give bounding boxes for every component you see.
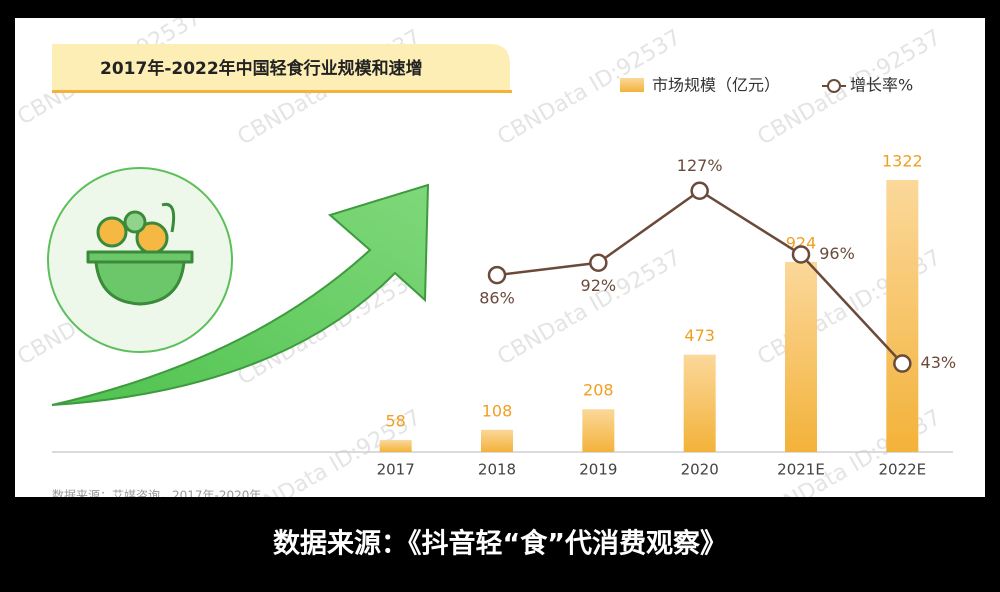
line-marker — [893, 354, 912, 373]
bar-value-label: 1322 — [882, 152, 923, 171]
line-value-label: 92% — [581, 276, 617, 295]
line-value-label: 127% — [677, 156, 723, 175]
bar — [481, 429, 513, 452]
x-tick-label: 2022E — [879, 461, 927, 479]
bar — [683, 354, 716, 452]
x-tick-label: 2017 — [377, 461, 415, 479]
legend-label: 增长率% — [850, 76, 913, 95]
line-marker — [791, 245, 811, 264]
bar-value-label: 58 — [385, 412, 405, 431]
x-tick-label: 2019 — [579, 461, 617, 479]
legend-swatch — [620, 78, 644, 92]
growth-arrow — [51, 183, 430, 406]
bar — [886, 180, 919, 452]
line-marker — [487, 265, 507, 285]
bar-value-label: 473 — [684, 326, 715, 345]
caption: 数据来源：《抖音轻“食”代消费观察》 — [273, 528, 727, 560]
source-note: 数据来源：艾媒咨询，2017年-2020年 — [52, 488, 261, 503]
line-marker — [589, 253, 608, 272]
bar — [582, 409, 615, 452]
bar-value-label: 208 — [583, 381, 614, 400]
title-underline — [52, 90, 512, 93]
x-tick-label: 2018 — [478, 461, 516, 479]
legend-label: 市场规模（亿元） — [652, 76, 780, 95]
legend-marker — [827, 79, 841, 93]
title-banner — [52, 44, 510, 92]
line-value-label: 43% — [921, 353, 957, 372]
bar-value-label: 108 — [482, 401, 513, 420]
bar — [785, 261, 817, 452]
line-value-label: 96% — [819, 244, 855, 263]
line-value-label: 86% — [479, 289, 515, 308]
line-marker — [690, 181, 709, 200]
x-tick-label: 2020 — [681, 461, 719, 479]
x-tick-label: 2021E — [777, 461, 825, 479]
chart-title: 2017年-2022年中国轻食行业规模和速增 — [100, 58, 423, 79]
bar — [379, 440, 412, 452]
bar-value-label: 924 — [786, 233, 817, 252]
salad-icon — [86, 202, 194, 306]
